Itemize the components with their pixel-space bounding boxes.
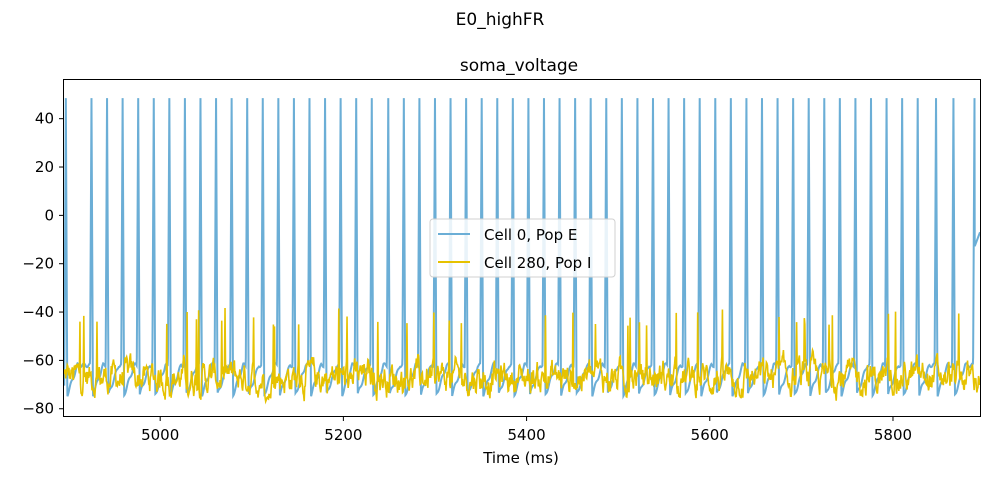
y-tick-label: 0 (44, 206, 54, 224)
x-axis-label: Time (ms) (482, 449, 559, 467)
x-tick-label: 5600 (691, 426, 729, 444)
legend-box (429, 218, 616, 278)
legend-label: Cell 280, Pop I (484, 254, 591, 272)
x-axis: 5000 5200 5400 5600 5800 (141, 416, 912, 444)
y-axis: 40 20 0 −20 −40 −60 −80 (22, 110, 64, 418)
x-tick-label: 5000 (141, 426, 179, 444)
legend: Cell 0, Pop E Cell 280, Pop I (429, 218, 616, 278)
figure-suptitle: E0_highFR (456, 10, 545, 30)
x-tick-label: 5800 (874, 426, 912, 444)
y-tick-label: −40 (22, 303, 54, 321)
y-tick-label: −80 (22, 400, 54, 418)
chart-title: soma_voltage (460, 56, 578, 76)
y-tick-label: −60 (22, 351, 54, 369)
y-tick-label: 20 (35, 158, 54, 176)
plot-frame (63, 79, 981, 417)
x-tick-label: 5400 (507, 426, 545, 444)
legend-label: Cell 0, Pop E (484, 226, 577, 244)
y-tick-label: −20 (22, 255, 54, 273)
y-tick-label: 40 (35, 110, 54, 128)
series-line-cell-280-pop-i (64, 308, 980, 405)
x-tick-label: 5200 (324, 426, 362, 444)
